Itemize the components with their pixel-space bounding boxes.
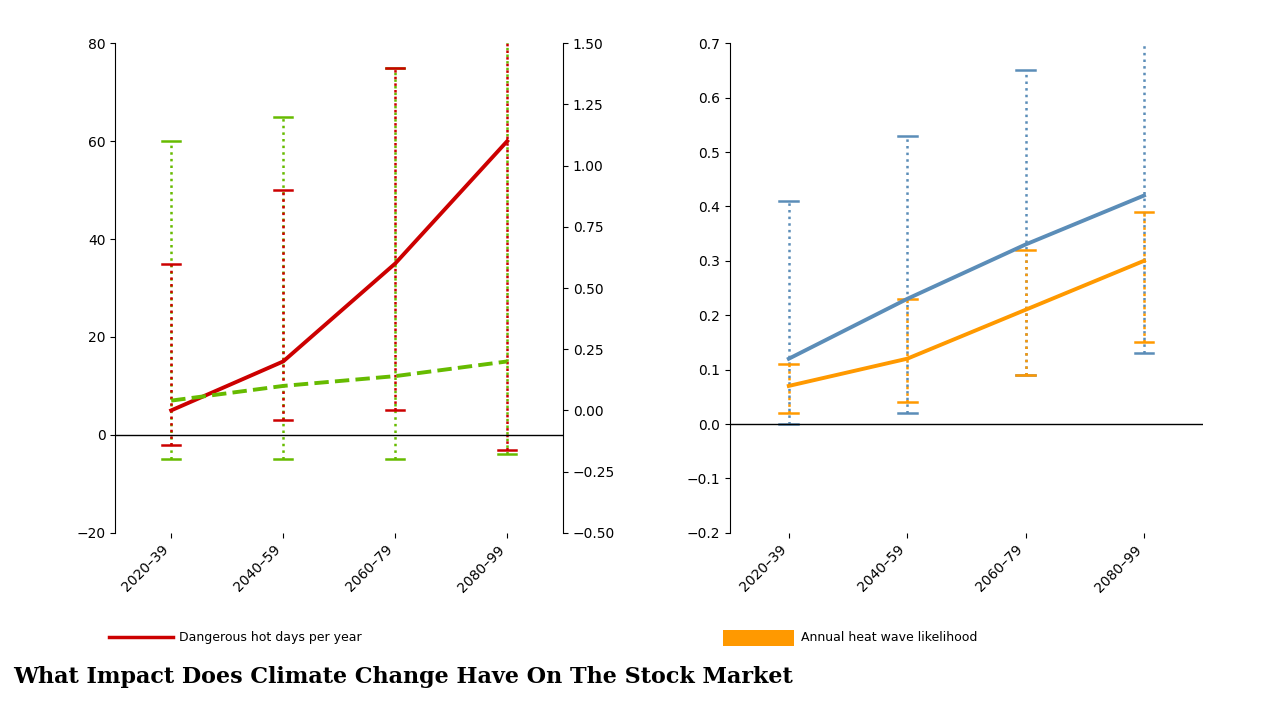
Text: What Impact Does Climate Change Have On The Stock Market: What Impact Does Climate Change Have On … [13,666,792,688]
Text: Annual heat wave likelihood: Annual heat wave likelihood [801,631,978,644]
Text: Dangerous hot days per year: Dangerous hot days per year [179,631,362,644]
